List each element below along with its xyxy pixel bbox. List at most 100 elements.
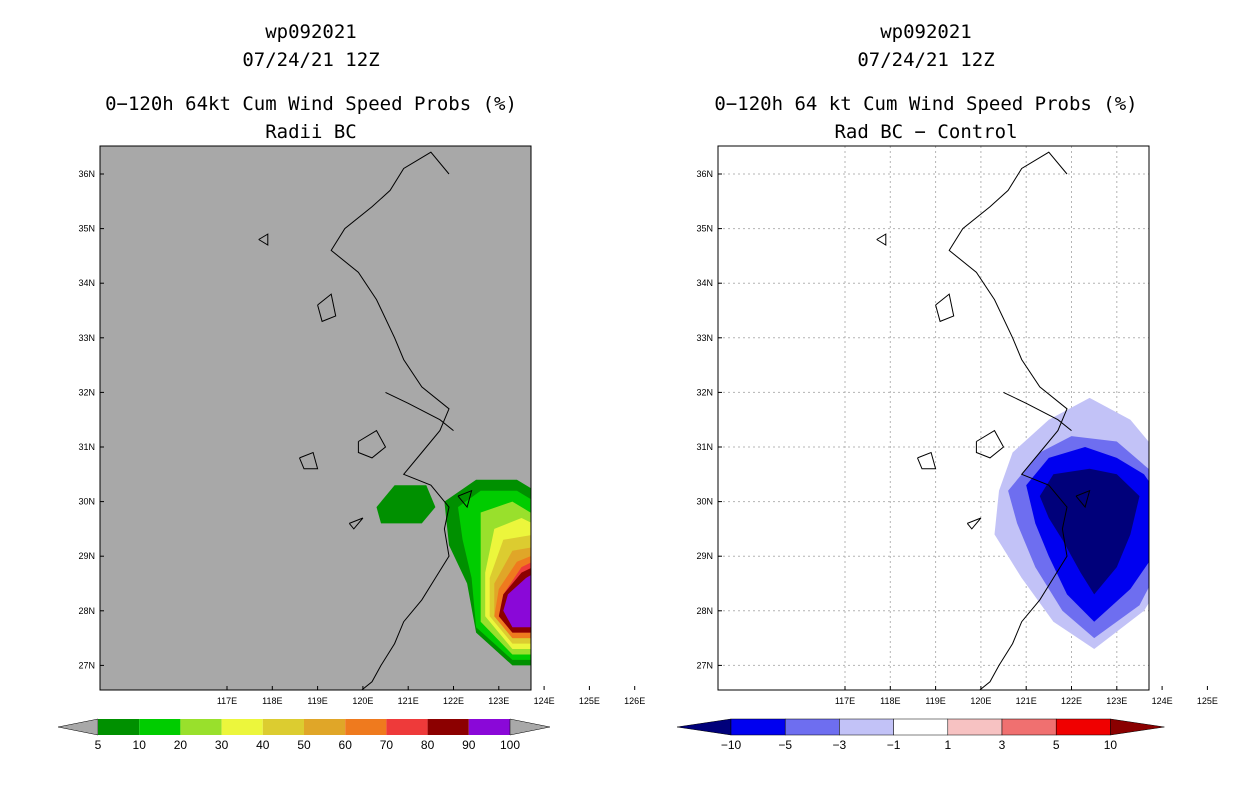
x-tick-label: 123E (488, 696, 509, 706)
colorbar-swatch (1055, 718, 1111, 736)
colorbar-swatch (262, 719, 304, 735)
left-colorbar: 5 10 20 30 40 50 60 70 80 90 100 (57, 718, 551, 752)
island-outline (917, 451, 937, 470)
colorbar-swatch (427, 719, 469, 735)
probability-contour (1176, 545, 1194, 567)
probability-contour (503, 574, 531, 628)
colorbar-label: 40 (256, 738, 270, 752)
colorbar-swatch (947, 718, 1003, 736)
right-chart-title: 0−120h 64 kt Cum Wind Speed Probs (%) (714, 93, 1137, 115)
colorbar-low-arrow (676, 718, 732, 736)
lake-outline (357, 429, 387, 459)
colorbar-label: 100 (500, 738, 520, 752)
left-map-panel: 117E 118E 119E 120E 121E 122E 123E 124E 125E 126E… (78, 145, 645, 706)
colorbar-swatch (139, 719, 181, 735)
island-outline (876, 233, 887, 246)
colorbar-swatch (386, 719, 428, 735)
colorbar-label: 1 (944, 738, 951, 752)
colorbar-high-arrow (1110, 718, 1165, 736)
y-tick-label: 28N (78, 606, 95, 616)
x-tick-label: 122E (1061, 696, 1082, 706)
probability-contour (535, 597, 553, 624)
colorbar-label: 10 (133, 738, 147, 752)
y-tick-label: 35N (78, 224, 95, 234)
left-datetime: 07/24/21 12Z (242, 49, 379, 71)
colorbar-swatch (1001, 718, 1057, 736)
y-tick-label: 30N (696, 497, 713, 507)
lake-outline (975, 429, 1005, 459)
colorbar-high-arrow (509, 718, 551, 736)
colorbar-label: 3 (999, 738, 1006, 752)
x-tick-label: 124E (1152, 696, 1173, 706)
y-tick-label: 27N (78, 660, 95, 670)
y-tick-label: 30N (78, 497, 95, 507)
colorbar-label: 90 (462, 738, 476, 752)
x-tick-label: 118E (262, 696, 282, 706)
island-outline (457, 489, 473, 509)
y-tick-label: 32N (696, 387, 713, 397)
colorbar-label: −5 (778, 738, 792, 752)
colorbar-label: 30 (215, 738, 229, 752)
map-background (100, 146, 531, 690)
probability-contour (1180, 551, 1189, 562)
colorbar-swatch (180, 719, 222, 735)
island-outline (1075, 489, 1091, 509)
y-tick-label: 33N (696, 333, 713, 343)
x-tick-label: 126E (624, 696, 645, 706)
x-tick-label: 121E (1016, 696, 1037, 706)
colorbar-swatch (839, 718, 894, 736)
colorbar-low-arrow (57, 718, 99, 736)
left-chart-title: 0−120h 64kt Cum Wind Speed Probs (%) (105, 93, 517, 115)
right-colorbar: −10 −5 −3 −1 1 3 5 10 (676, 718, 1165, 752)
x-tick-label: 125E (579, 696, 600, 706)
coastline (330, 151, 450, 690)
island-outline (348, 517, 364, 530)
y-tick-label: 27N (696, 660, 713, 670)
right-datetime: 07/24/21 12Z (857, 49, 994, 71)
x-tick-label: 120E (970, 696, 991, 706)
map-frame (99, 145, 532, 691)
colorbar-swatch (893, 718, 949, 736)
y-tick-label: 32N (78, 387, 95, 397)
left-chart-subtitle: Radii BC (265, 121, 357, 143)
x-tick-label: 118E (880, 696, 900, 706)
x-tick-label: 124E (534, 696, 555, 706)
y-tick-label: 31N (78, 442, 95, 452)
y-tick-label: 34N (78, 278, 95, 288)
colorbar-swatch (98, 719, 140, 735)
y-tick-label: 29N (696, 551, 713, 561)
x-tick-label: 120E (352, 696, 373, 706)
y-tick-label: 33N (78, 333, 95, 343)
probability-contour (376, 485, 436, 524)
island-outline (317, 293, 337, 323)
probability-contour (530, 610, 531, 612)
colorbar-swatch (730, 718, 786, 736)
y-tick-label: 34N (696, 278, 713, 288)
colorbar-label: −3 (833, 738, 847, 752)
x-tick-label: 119E (925, 696, 945, 706)
probability-contour (1171, 540, 1198, 573)
y-tick-label: 28N (696, 606, 713, 616)
island-outline (299, 451, 319, 470)
colorbar-label: 5 (95, 738, 102, 752)
left-storm-id: wp092021 (265, 21, 357, 43)
x-tick-label: 119E (307, 696, 327, 706)
island-outline (966, 517, 982, 530)
x-tick-label: 117E (217, 696, 237, 706)
colorbar-label: 5 (1053, 738, 1060, 752)
y-tick-label: 36N (78, 169, 95, 179)
colorbar-swatch (345, 719, 387, 735)
probability-contour (540, 603, 549, 619)
river-outline (1003, 391, 1072, 431)
colorbar-label: 50 (297, 738, 311, 752)
x-tick-label: 122E (443, 696, 464, 706)
colorbar-swatch (784, 718, 840, 736)
y-tick-label: 35N (696, 224, 713, 234)
y-tick-label: 29N (78, 551, 95, 561)
map-frame (717, 145, 1150, 691)
colorbar-label: 20 (174, 738, 188, 752)
right-storm-id: wp092021 (880, 21, 972, 43)
island-outline (935, 293, 955, 323)
colorbar-swatch (304, 719, 346, 735)
